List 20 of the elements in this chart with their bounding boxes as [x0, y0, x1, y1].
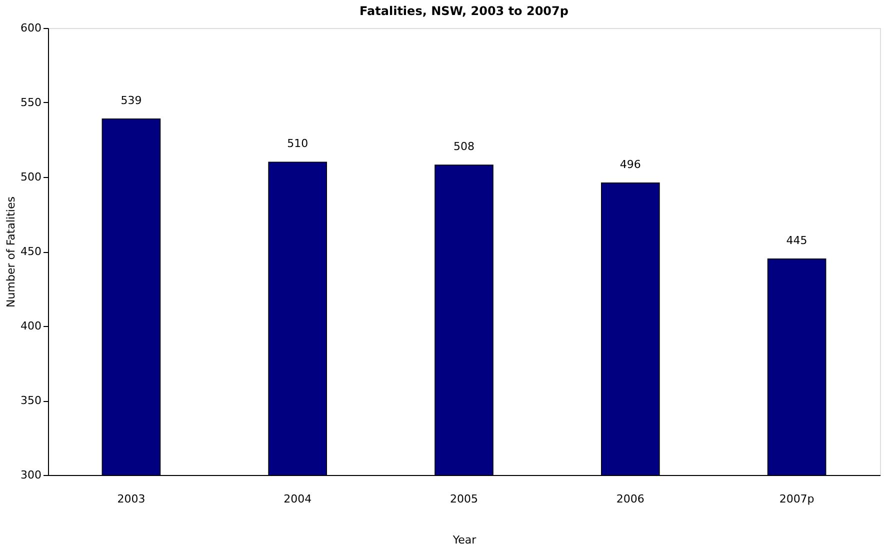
data-label: 496 [620, 158, 641, 171]
x-tick-label: 2007p [779, 492, 814, 506]
y-tick-label: 600 [20, 22, 42, 34]
x-tick-label: 2006 [616, 492, 644, 506]
data-label: 508 [454, 140, 474, 154]
y-tick-label: 550 [20, 96, 42, 109]
chart-title: Fatalities, NSW, 2003 to 2007p [360, 4, 569, 18]
y-tick-label: 350 [20, 394, 42, 407]
data-label: 445 [786, 234, 808, 247]
x-tick-label: 2004 [284, 492, 312, 506]
data-label: 510 [287, 137, 308, 150]
y-tick-label: 300 [20, 468, 42, 482]
x-tick-label: 2005 [450, 492, 478, 506]
x-axis-title: Year [452, 534, 477, 546]
y-tick-label: 400 [20, 320, 42, 332]
y-tick-label: 500 [20, 170, 42, 184]
y-axis-title: Number of Fatalities [4, 196, 18, 308]
data-label: 539 [120, 94, 142, 107]
y-tick-label: 450 [20, 245, 42, 258]
x-tick-label: 2003 [117, 492, 146, 506]
